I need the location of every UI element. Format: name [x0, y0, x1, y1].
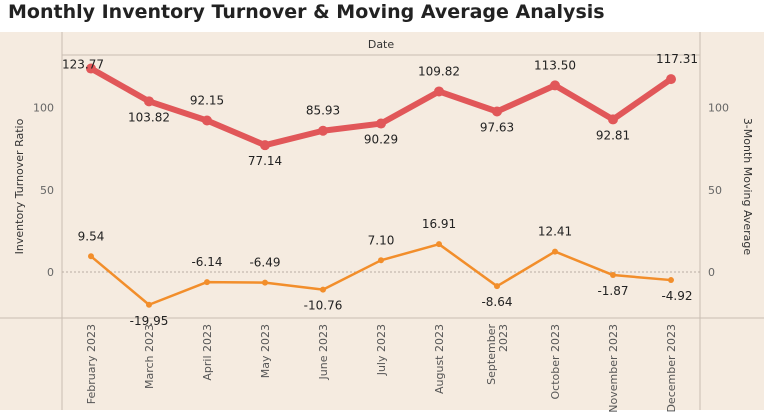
data-label: 90.29: [364, 133, 398, 147]
data-point: [666, 74, 676, 85]
data-point: [88, 253, 94, 260]
data-label: 77.14: [248, 154, 282, 168]
x-category-label: December 2023: [665, 324, 678, 413]
y-axis-title-right: 3-Month Moving Average: [741, 118, 754, 256]
data-label: -6.49: [249, 256, 280, 270]
data-point: [668, 277, 674, 284]
x-category-label: June 2023: [317, 324, 330, 380]
data-point: [434, 86, 444, 97]
y-axis-title-left: Inventory Turnover Ratio: [13, 118, 26, 254]
data-label: -19.95: [130, 314, 169, 328]
data-point: [376, 118, 386, 129]
data-label: 113.50: [534, 58, 576, 72]
data-label: 97.63: [480, 120, 514, 134]
data-point: [318, 125, 328, 136]
header-band: [62, 32, 700, 55]
data-point: [320, 286, 326, 293]
data-point: [608, 114, 618, 125]
y-tick-label-left: 100: [33, 102, 54, 115]
data-label: 117.31: [656, 52, 698, 66]
data-label: 7.10: [368, 233, 395, 247]
data-point: [436, 241, 442, 248]
category-label-layer: February 2023 March 2023 April 2023 May 202…: [85, 324, 678, 413]
series-layer: [86, 63, 676, 308]
x-category-label-line: 2023: [497, 324, 510, 352]
data-point: [492, 106, 502, 117]
data-label: -8.64: [481, 295, 512, 309]
x-category-label: February 2023: [85, 324, 98, 404]
data-point: [552, 248, 558, 255]
data-label: 85.93: [306, 104, 340, 118]
x-category-label: September2023: [485, 324, 510, 385]
data-label-layer: 123.77 103.82 92.15 77.14 85.93 90.29 109.82 97…: [62, 52, 698, 328]
data-point: [262, 279, 268, 286]
data-point: [204, 279, 210, 286]
x-category-label: May 2023: [259, 324, 272, 378]
y-tick-label-right: 100: [708, 102, 729, 115]
data-label: -4.92: [661, 289, 692, 303]
data-label: 123.77: [62, 58, 104, 72]
data-point: [146, 301, 152, 308]
tick-layer: 0 0 50 50 100 100: [33, 102, 729, 279]
data-point: [202, 115, 212, 126]
data-point: [86, 63, 96, 74]
x-category-label-line: September: [485, 324, 498, 385]
y-tick-label-right: 50: [708, 184, 722, 197]
data-point: [144, 96, 154, 107]
data-point: [494, 283, 500, 290]
y-tick-label-left: 0: [47, 266, 54, 279]
plot-background: [0, 32, 764, 410]
y-tick-label-left: 50: [40, 184, 54, 197]
x-category-label: March 2023: [143, 324, 156, 389]
x-category-label: October 2023: [549, 324, 562, 400]
data-point: [260, 140, 270, 151]
data-point: [378, 257, 384, 264]
data-label: 103.82: [128, 110, 170, 124]
data-label: 12.41: [538, 225, 572, 239]
data-label: 92.15: [190, 94, 224, 108]
y-tick-label-right: 0: [708, 266, 715, 279]
data-label: 109.82: [418, 64, 460, 78]
x-category-label: November 2023: [607, 324, 620, 413]
data-label: 16.91: [422, 217, 456, 231]
data-point: [550, 80, 560, 91]
x-category-label: August 2023: [433, 324, 446, 394]
data-label: -10.76: [304, 299, 343, 313]
x-category-label: July 2023: [375, 324, 388, 376]
data-label: -6.14: [191, 255, 222, 269]
data-point: [610, 272, 616, 279]
header-label: Date: [368, 38, 395, 51]
data-label: -1.87: [597, 284, 628, 298]
chart-title: Monthly Inventory Turnover & Moving Aver…: [8, 1, 605, 23]
data-label: 92.81: [596, 128, 630, 142]
x-category-label: April 2023: [201, 324, 214, 381]
data-label: 9.54: [78, 229, 105, 243]
